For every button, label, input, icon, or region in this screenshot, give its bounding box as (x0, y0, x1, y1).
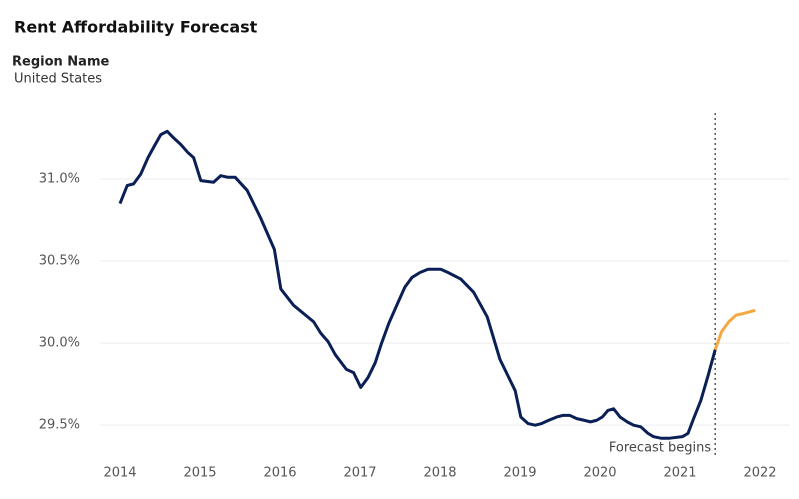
x-tick-label: 2020 (583, 466, 616, 481)
filter-label: Region Name (12, 55, 109, 70)
y-tick-label: 31.0% (39, 171, 80, 186)
chart-title: Rent Affordability Forecast (14, 18, 258, 37)
x-tick-label: 2014 (103, 466, 136, 481)
series-line (118, 129, 717, 440)
y-tick-label: 29.5% (39, 418, 80, 433)
x-tick-label: 2021 (663, 466, 696, 481)
x-tick-label: 2015 (183, 466, 216, 481)
annotation: Forecast begins (609, 441, 711, 456)
y-tick-label: 30.5% (39, 254, 80, 269)
x-tick-label: 2018 (423, 466, 456, 481)
x-tick-label: 2016 (263, 466, 296, 481)
x-tick-label: 2019 (503, 466, 536, 481)
series-line (713, 308, 756, 351)
x-tick-label: 2022 (743, 466, 776, 481)
x-tick-label: 2017 (343, 466, 376, 481)
y-tick-label: 30.0% (39, 336, 80, 351)
filter-value: United States (14, 72, 102, 87)
